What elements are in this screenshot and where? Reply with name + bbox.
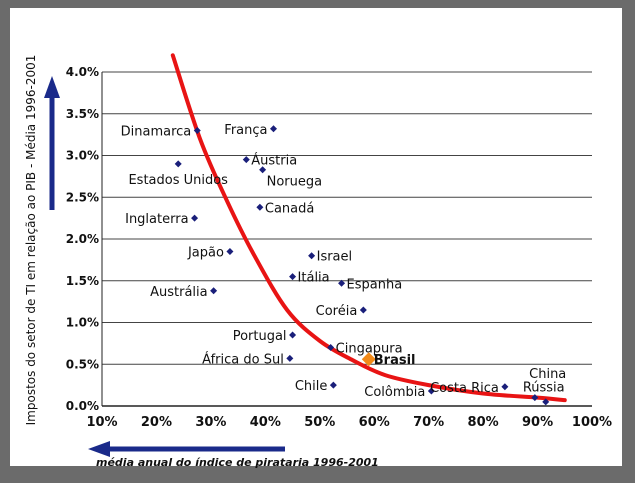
data-point [327, 344, 335, 352]
x-tick-label: 20% [141, 415, 172, 430]
point-label: Noruega [267, 175, 322, 190]
x-tick-label: 100% [572, 415, 612, 430]
point-label: Austrália [150, 285, 208, 300]
point-label: Espanha [347, 277, 403, 292]
x-tick-label: 90% [522, 415, 553, 430]
data-point [174, 160, 182, 168]
data-point [210, 287, 218, 295]
x-axis-arrow-head [88, 441, 110, 457]
point-label: Costa Rica [430, 381, 499, 396]
point-label: Rússia [523, 381, 565, 396]
point-label: Cingapura [336, 342, 403, 357]
data-point [226, 248, 234, 256]
point-label: Inglaterra [125, 212, 188, 227]
y-tick-label: 2.5% [66, 190, 99, 204]
data-point [289, 331, 297, 339]
x-tick-label: 60% [359, 415, 390, 430]
y-tick-label: 1.5% [66, 274, 99, 288]
y-tick-label: 0.0% [66, 399, 99, 413]
data-point [191, 214, 199, 222]
point-label: Chile [295, 379, 328, 394]
point-label: China [529, 367, 566, 382]
point-label: Colômbia [364, 385, 425, 400]
point-label: Brasil [374, 353, 416, 368]
x-tick-label: 10% [86, 415, 117, 430]
x-axis-title: média anual do índice de pirataria 1996-… [96, 456, 379, 469]
x-tick-label: 40% [250, 415, 281, 430]
point-label: África do Sul [202, 351, 284, 367]
point-label: Canadá [265, 201, 314, 216]
data-point [501, 383, 509, 391]
plot-panel [10, 8, 622, 466]
plot-area: 0.0% 0.5% 1.0% 1.5% 2.0% 2.5% 3.0% 3.5% 4.0% 10% 2… [66, 53, 612, 430]
data-point [338, 279, 346, 287]
data-point [531, 394, 539, 402]
point-label: Israel [317, 250, 353, 265]
x-tick-label: 80% [468, 415, 499, 430]
x-tick-label: 50% [304, 415, 335, 430]
data-point [193, 126, 201, 134]
y-axis-arrow-head [44, 76, 60, 98]
y-tick-label: 0.5% [66, 357, 99, 371]
data-point [256, 203, 264, 211]
point-label: França [224, 123, 267, 138]
data-point [359, 306, 367, 314]
x-tick-label: 30% [195, 415, 226, 430]
point-label: Japão [187, 246, 224, 261]
data-point [270, 125, 277, 133]
data-point [289, 273, 297, 281]
point-label: Estados Unidos [128, 173, 228, 188]
y-tick-label: 4.0% [66, 65, 99, 79]
point-label: Coréia [316, 304, 358, 319]
point-label: Áustria [251, 153, 297, 169]
data-point [259, 166, 267, 174]
y-tick-label: 2.0% [66, 232, 99, 246]
y-tick-label: 1.0% [66, 316, 99, 330]
data-point [427, 387, 435, 395]
data-point [542, 398, 550, 406]
point-label: Portugal [233, 329, 287, 344]
data-point [286, 354, 294, 362]
data-point [329, 381, 337, 389]
y-tick-label: 3.0% [66, 149, 99, 163]
y-tick-label: 3.5% [66, 107, 99, 121]
y-axis-title: Impostos do setor de TI em relação ao PI… [24, 55, 38, 426]
point-label: Dinamarca [121, 124, 192, 139]
data-point [308, 252, 316, 260]
data-point-highlight [361, 352, 376, 367]
point-label: Itália [298, 271, 330, 286]
data-point [242, 156, 250, 164]
x-tick-label: 70% [413, 415, 444, 430]
